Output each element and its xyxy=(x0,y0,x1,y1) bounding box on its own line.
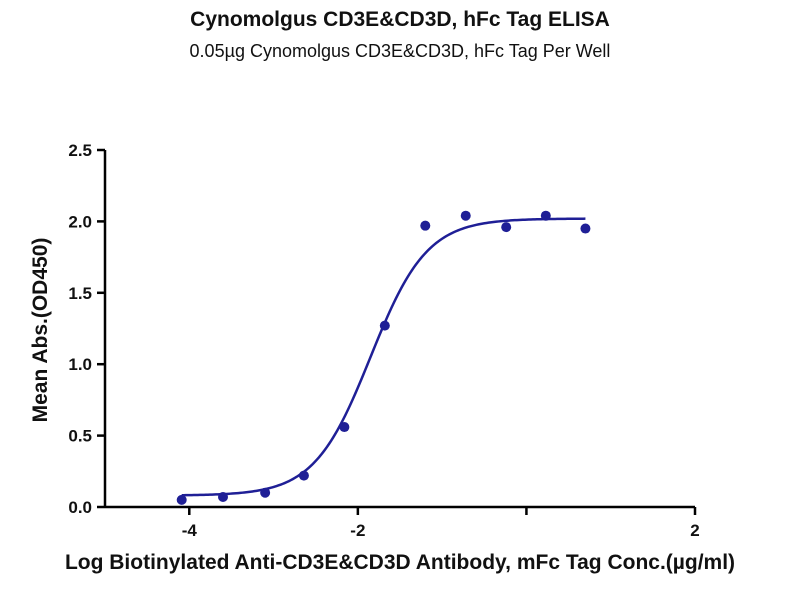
data-point xyxy=(501,222,512,233)
fit-curve xyxy=(181,217,586,497)
data-point xyxy=(420,220,431,231)
y-tick-label: 1.5 xyxy=(68,284,92,303)
y-tick-label: 2.0 xyxy=(68,212,92,231)
data-point xyxy=(339,422,350,433)
axes xyxy=(103,150,695,509)
tick-marks: 0.0 0.5 1.0 1.5 2.0 2.5 -4 -2 2 xyxy=(68,141,699,540)
y-tick-label: 0.0 xyxy=(68,498,92,517)
fit-curve-group xyxy=(181,217,586,497)
data-points xyxy=(176,210,591,505)
data-point xyxy=(460,210,471,221)
data-point xyxy=(580,223,591,234)
x-tick-label: -4 xyxy=(182,521,198,540)
data-point xyxy=(218,492,228,503)
x-axis-label: Log Biotinylated Anti-CD3E&CD3D Antibody… xyxy=(64,551,736,574)
data-point xyxy=(176,494,187,505)
y-tick-label: 1.0 xyxy=(68,355,92,374)
x-tick-label: 2 xyxy=(690,521,699,540)
data-point xyxy=(540,210,551,221)
data-point xyxy=(260,487,271,498)
data-point xyxy=(298,470,309,481)
y-axis-label: Mean Abs.(OD450) xyxy=(29,237,52,423)
y-tick-label: 0.5 xyxy=(68,427,92,446)
data-point xyxy=(379,320,390,331)
x-tick-label: -2 xyxy=(350,521,365,540)
chart-title: Cynomolgus CD3E&CD3D, hFc Tag ELISA xyxy=(190,8,610,31)
chart-subtitle: 0.05µg Cynomolgus CD3E&CD3D, hFc Tag Per… xyxy=(189,41,611,61)
y-tick-label: 2.5 xyxy=(68,141,92,160)
